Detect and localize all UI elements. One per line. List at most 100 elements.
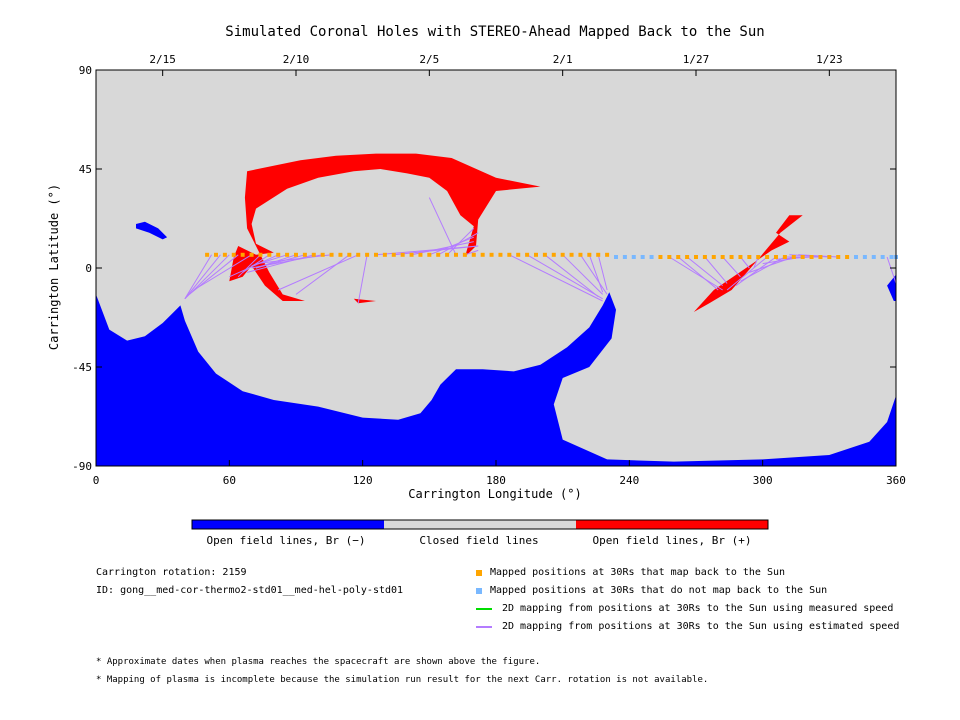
top-date-tick-label: 2/5 [419, 53, 439, 66]
mapped-point [507, 252, 512, 257]
mapped-point [454, 252, 458, 257]
estimated-speed-line [393, 245, 479, 256]
estimated-speed-line [411, 241, 474, 256]
mapped-point [525, 252, 530, 257]
estimated-speed-line [193, 254, 252, 291]
mapped-point [285, 252, 290, 257]
colorbar-segment [384, 520, 576, 529]
mapped-point [374, 252, 378, 257]
x-tick-label: 240 [619, 474, 639, 487]
mapped-positions [205, 252, 898, 259]
mapped-point [765, 255, 770, 259]
mapping-lines [184, 197, 896, 304]
mapped-point [365, 252, 370, 257]
negative-polarity-region [887, 274, 896, 301]
mapped-point [605, 252, 610, 257]
estimated-speed-line [229, 254, 279, 278]
estimated-speed-line [669, 256, 723, 291]
mapped-point [809, 255, 814, 259]
estimated-speed-line [544, 254, 599, 297]
legend-measured-swatch [476, 607, 492, 610]
mapped-point [720, 255, 725, 259]
estimated-speed-line [237, 254, 261, 278]
estimated-speed-line [295, 254, 350, 295]
x-tick-label: 0 [93, 474, 100, 487]
mapped-point [685, 255, 690, 259]
mapped-point [222, 252, 227, 257]
top-date-tick-label: 2/15 [149, 53, 176, 66]
mapped-point [534, 252, 538, 257]
mapped-point [489, 252, 494, 257]
y-tick-label: 45 [79, 163, 92, 176]
mapped-point [400, 252, 405, 257]
mapped-point [587, 252, 592, 257]
mapped-point [338, 252, 343, 257]
estimated-speed-line [580, 254, 608, 295]
coronal-holes [96, 153, 896, 466]
note-dates: * Approximate dates when plasma reaches … [96, 657, 541, 667]
mapped-point [569, 252, 574, 257]
estimated-speed-line [886, 256, 896, 284]
legend-measured-label: 2D mapping from positions at 30Rs to the… [502, 603, 894, 614]
mapped-point [205, 252, 210, 257]
mapped-point [249, 252, 254, 257]
colorbar-label-closed: Closed field lines [419, 534, 539, 547]
mapped-point [462, 252, 467, 257]
note-incomplete: * Mapping of plasma is incomplete becaus… [96, 675, 709, 685]
legend-unmapped: Mapped positions at 30Rs that do not map… [476, 585, 827, 596]
estimated-speed-line [428, 197, 457, 256]
estimated-speed-line [278, 254, 359, 291]
estimated-speed-line [446, 228, 475, 256]
mapped-point [774, 255, 778, 259]
top-date-tick-label: 2/1 [553, 53, 573, 66]
mapped-point [347, 252, 352, 257]
unmapped-point [631, 255, 636, 259]
mapped-point [551, 252, 556, 257]
estimated-speed-line [722, 256, 741, 278]
plot-area [96, 70, 898, 466]
mapped-point [471, 252, 476, 257]
colorbar-label-negative: Open field lines, Br (−) [206, 534, 366, 547]
legend-mapped: Mapped positions at 30Rs that map back t… [476, 567, 785, 578]
mapped-point [409, 252, 414, 257]
unmapped-point [889, 255, 894, 259]
x-axis-label: Carrington Longitude (°) [408, 487, 581, 501]
estimated-speed-line [588, 254, 604, 293]
mapped-point [258, 252, 263, 257]
mapped-point [702, 255, 707, 259]
mapped-point [302, 252, 307, 257]
y-tick-label: -90 [72, 460, 92, 473]
negative-polarity-region [96, 292, 896, 466]
estimated-speed-line [357, 254, 368, 304]
mapped-point [498, 252, 503, 257]
legend-estimated: 2D mapping from positions at 30Rs to the… [476, 621, 899, 632]
estimated-speed-line [184, 254, 221, 300]
estimated-speed-line [677, 256, 719, 291]
positive-polarity-region [693, 215, 803, 312]
estimated-speed-line [562, 254, 604, 295]
mapped-point [436, 252, 441, 257]
mapped-point [391, 252, 396, 257]
mapped-point [596, 252, 601, 257]
estimated-speed-line [464, 249, 479, 256]
mapped-point [836, 255, 841, 259]
unmapped-point [854, 255, 858, 259]
unmapped-point [622, 255, 627, 259]
unmapped-point [871, 255, 876, 259]
mapped-point [747, 255, 752, 259]
negative-polarity-region [136, 221, 168, 240]
mapped-point [827, 255, 832, 259]
estimated-speed-line [597, 254, 608, 291]
mapped-point [578, 252, 583, 257]
estimated-speed-line [509, 254, 603, 302]
mapped-point [356, 252, 361, 257]
carrington-rotation-text: Carrington rotation: 2159 [96, 567, 247, 578]
unmapped-point [649, 255, 654, 259]
axes: 0 60 120 180 240 300 360 -90 -45 0 45 90 2/15 2/10 2/5… [72, 53, 906, 487]
x-tick-label: 300 [753, 474, 773, 487]
estimated-speed-line [251, 254, 288, 267]
y-tick-label: 90 [79, 64, 92, 77]
mapped-point [782, 255, 787, 259]
mapped-point [729, 255, 734, 259]
